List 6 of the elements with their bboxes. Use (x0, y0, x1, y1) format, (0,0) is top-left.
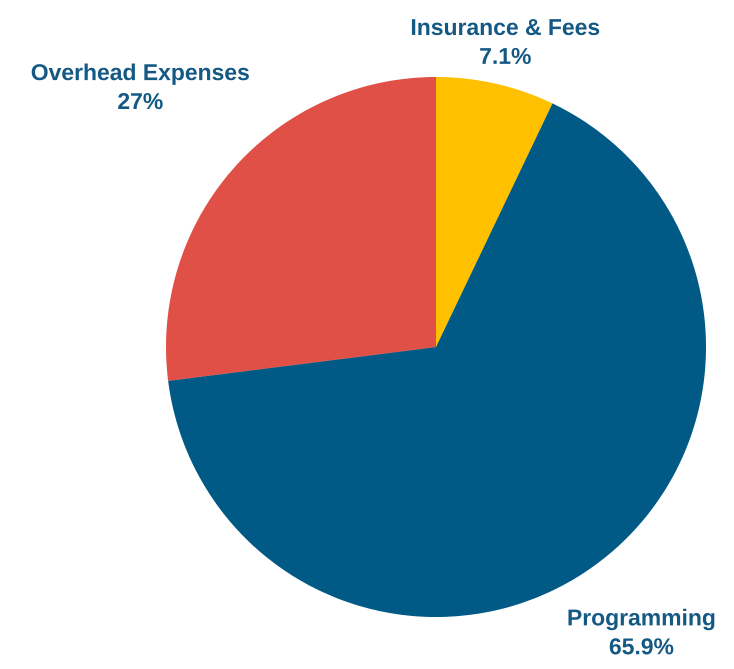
slice-label: Programming (568, 608, 714, 630)
data-label: 7.1% (480, 48, 531, 64)
slice-label: Insurance & Fees (412, 19, 600, 36)
data-label: 27% (118, 92, 163, 110)
slice-label: Overhead Expenses (32, 63, 249, 85)
data-label: 65.9% (610, 638, 674, 654)
